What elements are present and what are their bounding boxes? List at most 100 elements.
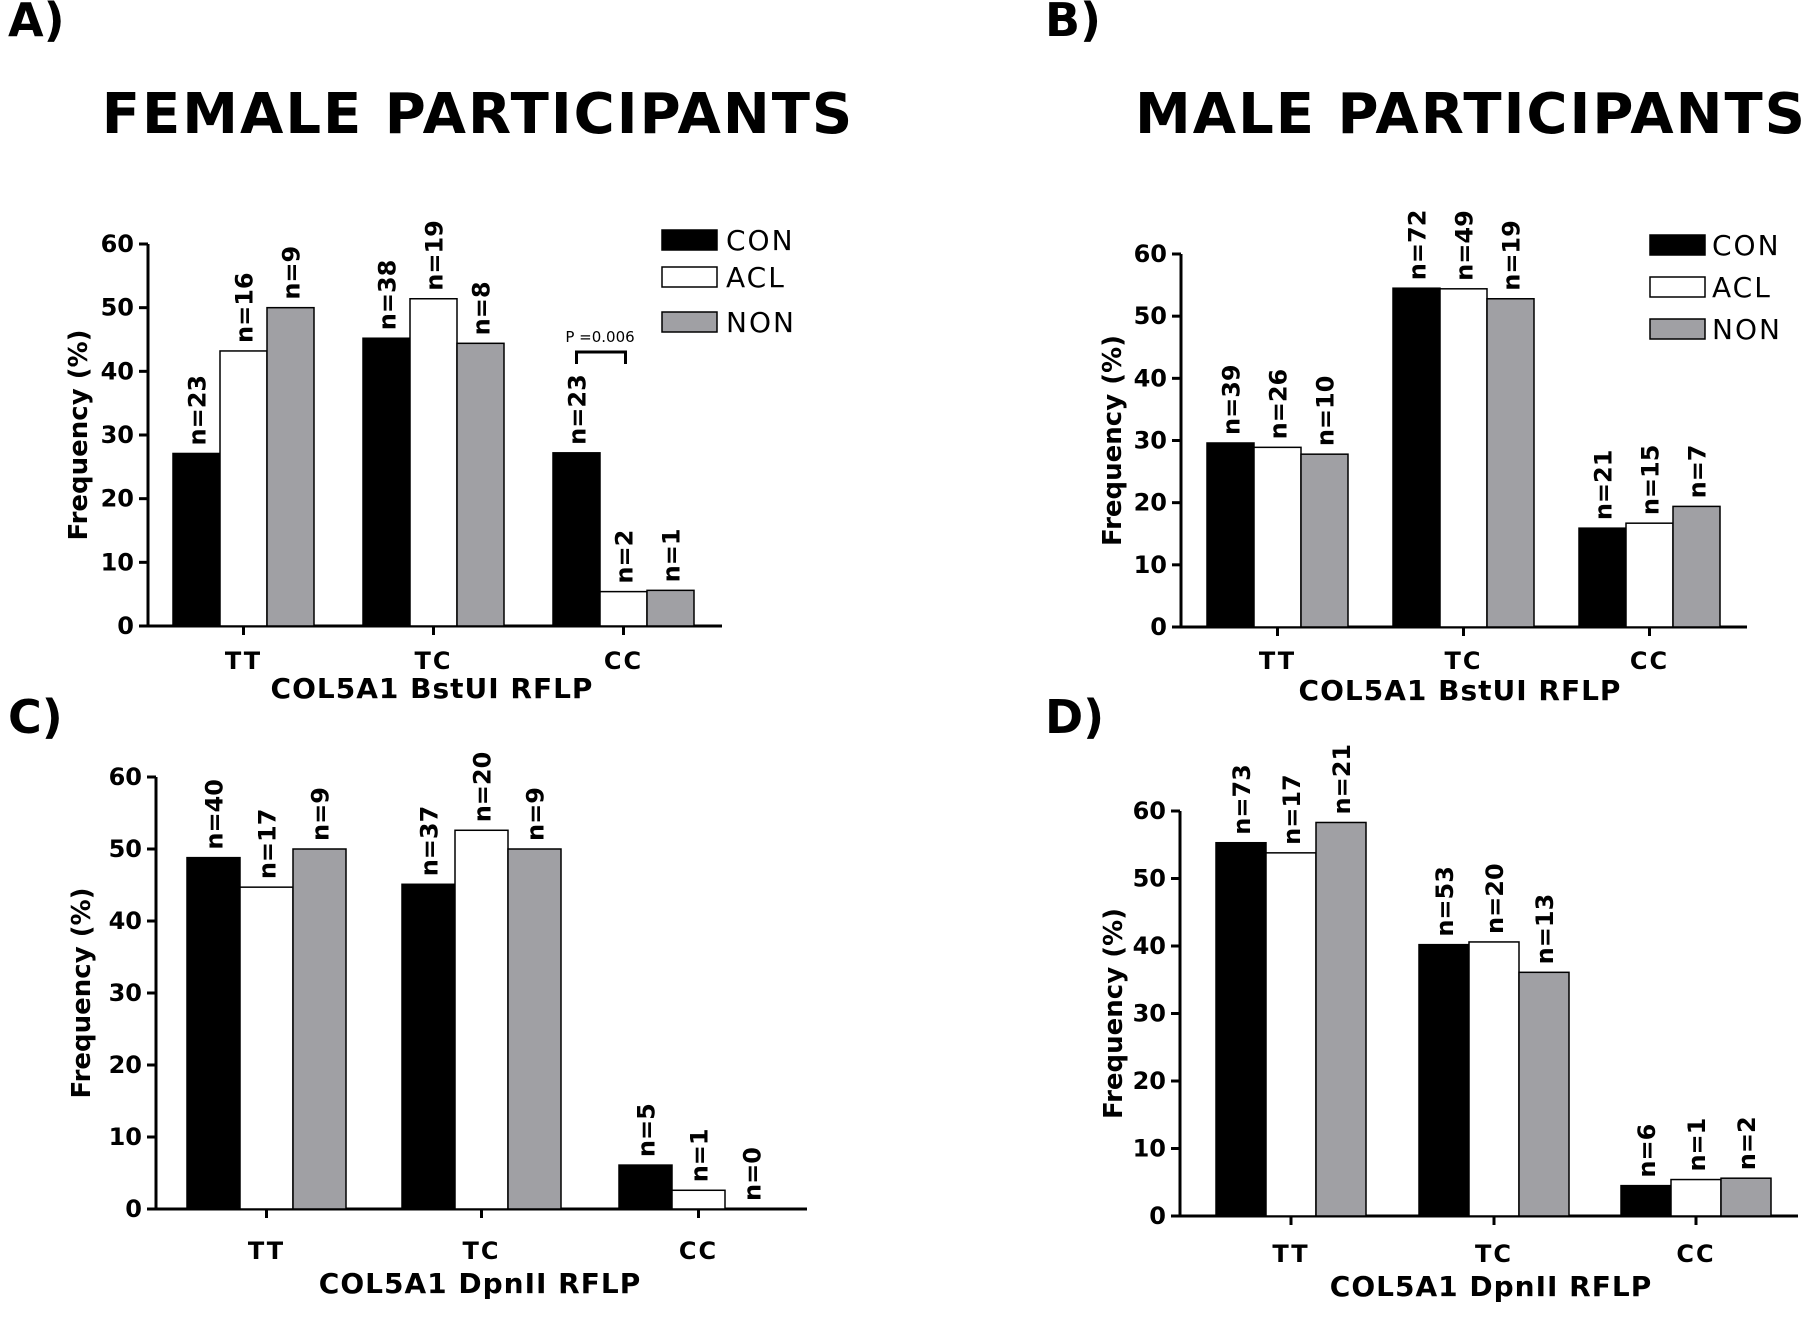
bar-acl bbox=[1670, 1178, 1722, 1217]
bar-con bbox=[1206, 442, 1255, 628]
bar-con bbox=[186, 856, 241, 1210]
x-axis-label: COL5A1 DpnII RFLP bbox=[319, 1267, 641, 1300]
bar-acl bbox=[1625, 522, 1674, 628]
x-category-label: TT bbox=[248, 1237, 285, 1265]
chart-panel-d: 0 10 20 30 40 50 60 Frequency (%) COL5A1 DpnII R… bbox=[1099, 744, 1798, 1303]
chart-panel-c: 0 10 20 30 40 50 60 Frequency (%) COL5A1 DpnII R… bbox=[67, 752, 807, 1300]
bar-acl bbox=[239, 886, 294, 1210]
y-tick-label: 40 bbox=[101, 357, 134, 385]
y-tick-label: 0 bbox=[1150, 613, 1167, 641]
bar-acl bbox=[409, 298, 458, 627]
bar-non bbox=[1300, 453, 1349, 628]
bar-non bbox=[646, 589, 695, 627]
bar-acl bbox=[454, 829, 509, 1210]
bar-con bbox=[1620, 1184, 1672, 1217]
bar-non bbox=[1315, 821, 1367, 1217]
count-label: n=9 bbox=[522, 787, 550, 841]
count-label: n=2 bbox=[1733, 1116, 1761, 1170]
count-label: n=37 bbox=[416, 806, 444, 877]
count-label: n=19 bbox=[421, 220, 449, 291]
x-axis-label: COL5A1 DpnII RFLP bbox=[1330, 1270, 1652, 1303]
legend-swatch-non bbox=[1649, 318, 1706, 340]
x-category-label: CC bbox=[1676, 1240, 1715, 1268]
y-tick-label: 20 bbox=[101, 485, 134, 513]
legend-swatch-acl bbox=[661, 266, 718, 288]
y-tick-label: 30 bbox=[1134, 427, 1167, 455]
count-label: n=21 bbox=[1328, 744, 1356, 815]
x-category-label: TT bbox=[1272, 1240, 1309, 1268]
bar-non bbox=[1672, 505, 1721, 628]
bar-con bbox=[401, 883, 456, 1210]
y-tick-label: 50 bbox=[109, 835, 142, 863]
count-label: n=40 bbox=[201, 779, 229, 850]
legend-swatch-con bbox=[661, 229, 718, 251]
bar-acl bbox=[1439, 288, 1488, 628]
count-label: n=20 bbox=[469, 752, 497, 823]
panel-label-c: C) bbox=[8, 690, 63, 744]
count-label: n=38 bbox=[374, 260, 402, 331]
count-label: n=9 bbox=[307, 787, 335, 841]
x-axis-label: COL5A1 BstUI RFLP bbox=[1299, 674, 1622, 707]
y-tick-label: 60 bbox=[1133, 797, 1166, 825]
y-tick-label: 10 bbox=[1134, 551, 1167, 579]
bar-acl bbox=[219, 350, 268, 627]
y-tick-label: 20 bbox=[1134, 489, 1167, 517]
bar-con bbox=[1418, 943, 1470, 1217]
chart-panel-a: 0 10 20 30 40 50 60 Frequency (%) COL5A1 BstUI R… bbox=[64, 220, 796, 705]
count-label: n=17 bbox=[254, 809, 282, 880]
chart-panel-b: 0 10 20 30 40 50 60 Frequency (%) COL5A1 BstUI R… bbox=[1098, 210, 1782, 707]
y-tick-label: 30 bbox=[109, 979, 142, 1007]
bar-acl bbox=[671, 1189, 726, 1210]
x-category-label: TT bbox=[225, 647, 262, 675]
panel-label-a: A) bbox=[8, 0, 65, 47]
bar-acl bbox=[1265, 852, 1317, 1217]
y-tick-label: 60 bbox=[1134, 240, 1167, 268]
bar-non bbox=[1720, 1177, 1772, 1217]
y-tick-label: 30 bbox=[101, 421, 134, 449]
bar-con bbox=[618, 1164, 673, 1210]
y-tick-label: 10 bbox=[109, 1123, 142, 1151]
x-category-label: TC bbox=[415, 647, 453, 675]
count-label: n=6 bbox=[1633, 1124, 1661, 1178]
legend-label-non: NON bbox=[1712, 313, 1782, 346]
x-category-label: CC bbox=[1630, 647, 1669, 675]
count-label: n=20 bbox=[1481, 863, 1509, 934]
x-category-label: TC bbox=[1475, 1240, 1513, 1268]
count-label: n=21 bbox=[1590, 450, 1618, 521]
x-category-label: TC bbox=[463, 1237, 501, 1265]
count-label: n=8 bbox=[468, 281, 496, 335]
count-label: n=5 bbox=[633, 1103, 661, 1157]
panel-label-d: D) bbox=[1045, 690, 1104, 744]
significance-bracket bbox=[575, 350, 627, 364]
y-tick-label: 50 bbox=[1133, 865, 1166, 893]
y-tick-label: 0 bbox=[125, 1195, 142, 1223]
count-label: n=10 bbox=[1312, 376, 1340, 447]
legend-label-non: NON bbox=[726, 306, 796, 339]
y-tick-label: 30 bbox=[1133, 1000, 1166, 1028]
bar-con bbox=[362, 337, 411, 627]
y-tick-label: 60 bbox=[101, 230, 134, 258]
bar-con bbox=[172, 452, 221, 627]
y-tick-label: 20 bbox=[109, 1051, 142, 1079]
count-label: n=16 bbox=[231, 272, 259, 343]
x-category-label: TC bbox=[1445, 647, 1483, 675]
count-label: n=7 bbox=[1684, 444, 1712, 498]
y-tick-label: 40 bbox=[1134, 364, 1167, 392]
legend-swatch-acl bbox=[1649, 276, 1706, 298]
count-label: n=9 bbox=[278, 246, 306, 300]
count-label: n=49 bbox=[1451, 210, 1479, 281]
y-tick-label: 50 bbox=[101, 294, 134, 322]
count-label: n=53 bbox=[1431, 866, 1459, 937]
y-axis-label: Frequency (%) bbox=[64, 329, 94, 540]
count-label: n=23 bbox=[564, 374, 592, 445]
y-axis-label: Frequency (%) bbox=[1098, 335, 1128, 546]
count-label: n=72 bbox=[1404, 210, 1432, 281]
x-category-label: CC bbox=[604, 647, 643, 675]
bar-con bbox=[1392, 287, 1441, 628]
y-tick-label: 0 bbox=[117, 612, 134, 640]
count-label: n=2 bbox=[611, 530, 639, 584]
count-label: n=1 bbox=[1683, 1118, 1711, 1172]
x-axis-label: COL5A1 BstUI RFLP bbox=[271, 672, 594, 705]
y-tick-label: 40 bbox=[109, 907, 142, 935]
